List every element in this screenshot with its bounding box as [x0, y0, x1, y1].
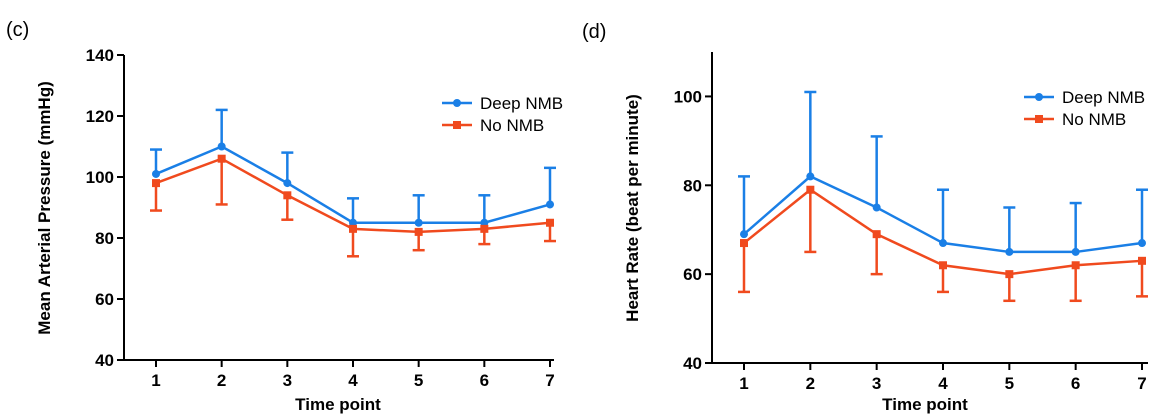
data-point	[480, 224, 489, 233]
data-point	[740, 230, 748, 239]
data-point	[414, 218, 423, 227]
data-point	[1005, 247, 1014, 256]
panel-label: (c)	[6, 19, 29, 41]
data-point	[152, 169, 160, 178]
y-tick-label: 60	[683, 265, 702, 284]
data-point	[1071, 261, 1080, 270]
x-tick-label: 4	[348, 371, 358, 390]
data-point	[546, 200, 554, 209]
chart-panel-c: (c) Mean Arterial Pressure (mmHg) Time p…	[6, 19, 563, 414]
x-tick-label: 6	[1071, 374, 1080, 393]
data-point	[152, 179, 160, 188]
data-point	[480, 218, 489, 227]
data-point	[939, 239, 947, 248]
legend: Deep NMB No NMB	[442, 94, 563, 135]
x-tick-label: 5	[1005, 374, 1014, 393]
legend-marker	[453, 121, 461, 129]
x-tick-label: 3	[872, 374, 881, 393]
series-no-nmb	[738, 185, 1148, 303]
legend-marker	[1035, 115, 1043, 123]
panel-label: (d)	[582, 21, 606, 43]
data-point	[414, 227, 423, 236]
x-tick-label: 5	[414, 371, 423, 390]
x-tick-label: 1	[739, 374, 748, 393]
x-tick-label: 2	[806, 374, 815, 393]
data-point	[283, 179, 292, 188]
data-point	[217, 142, 226, 151]
legend-marker	[1035, 93, 1043, 101]
data-point	[1138, 239, 1146, 248]
series-deep-nmb	[150, 108, 556, 227]
series-deep-nmb	[738, 90, 1148, 256]
data-point	[1005, 270, 1014, 279]
x-tick-label: 6	[480, 371, 489, 390]
y-tick-label: 60	[95, 290, 114, 309]
series-no-nmb	[150, 154, 556, 258]
y-tick-label: 80	[95, 229, 114, 248]
x-axis-title: Time point	[882, 395, 968, 414]
data-point	[349, 218, 357, 227]
legend: Deep NMB No NMB	[1024, 88, 1145, 129]
x-tick-label: 2	[217, 371, 226, 390]
y-tick-label: 120	[86, 107, 114, 126]
y-axis-title: Heart Rate (beat per minute)	[623, 94, 642, 322]
data-point	[806, 172, 815, 181]
data-point	[939, 261, 947, 270]
chart-panel-d: (d) Heart Rate (beat per minute) Time po…	[582, 21, 1148, 414]
legend-label: Deep NMB	[1062, 88, 1145, 107]
y-axis-title: Mean Arterial Pressure (mmHg)	[35, 81, 54, 335]
x-tick-label: 7	[1137, 374, 1146, 393]
data-point	[349, 224, 357, 233]
data-point	[740, 239, 748, 248]
x-axis-title: Time point	[295, 395, 381, 414]
x-tick-label: 1	[151, 371, 160, 390]
data-point	[1071, 247, 1080, 256]
y-tick-label: 100	[86, 168, 114, 187]
data-point	[872, 203, 881, 212]
legend-label: No NMB	[480, 116, 544, 135]
data-point	[872, 230, 881, 239]
y-tick-label: 40	[95, 351, 114, 370]
data-point	[217, 154, 226, 163]
data-point	[806, 185, 815, 194]
data-point	[1138, 256, 1146, 265]
data-point	[283, 191, 292, 200]
data-point	[546, 218, 554, 227]
legend-label: Deep NMB	[480, 94, 563, 113]
y-tick-label: 40	[683, 354, 702, 373]
legend-marker	[453, 99, 461, 107]
y-tick-label: 80	[683, 176, 702, 195]
x-tick-label: 7	[545, 371, 554, 390]
x-tick-label: 4	[938, 374, 948, 393]
y-tick-label: 140	[86, 46, 114, 65]
y-tick-label: 100	[674, 87, 702, 106]
x-tick-label: 3	[283, 371, 292, 390]
legend-label: No NMB	[1062, 110, 1126, 129]
